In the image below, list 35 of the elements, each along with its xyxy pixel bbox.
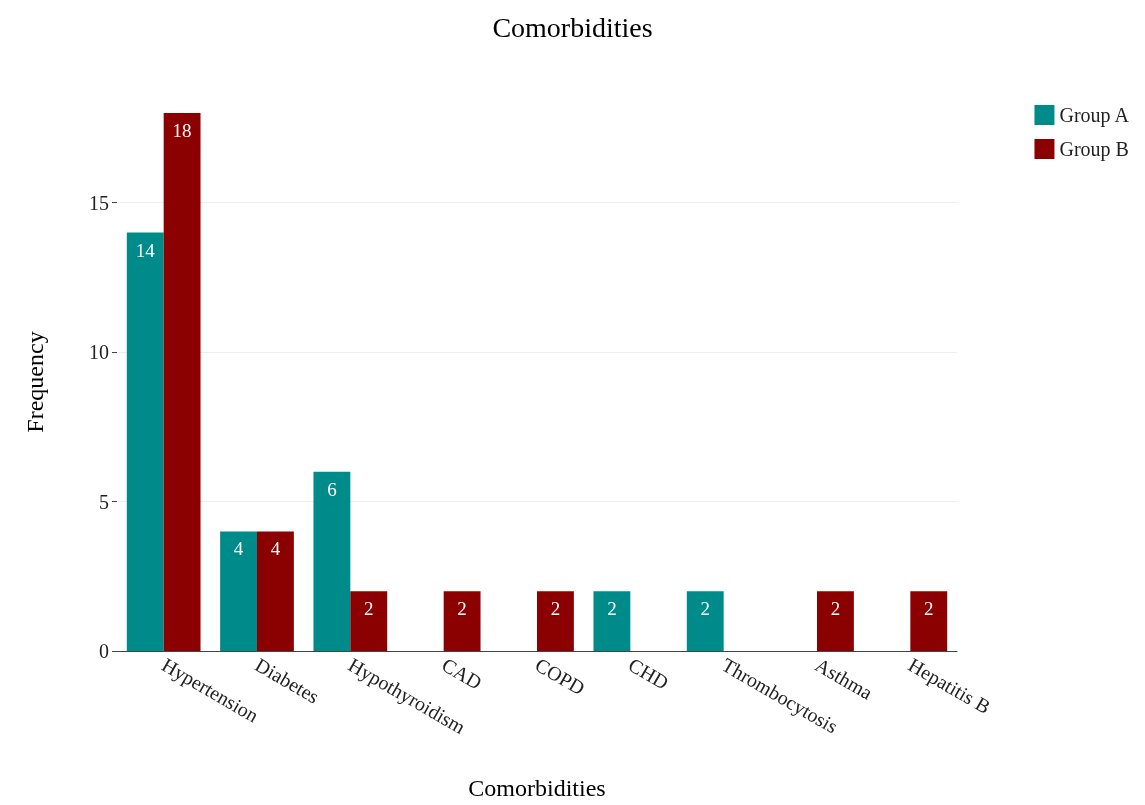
bar xyxy=(126,232,164,651)
data-label: 2 xyxy=(364,598,374,620)
data-label: 4 xyxy=(270,538,281,560)
bar xyxy=(257,531,294,651)
data-label: 14 xyxy=(135,239,156,261)
bar xyxy=(220,531,257,651)
y-tick-label: 5 xyxy=(99,490,109,513)
data-label: 2 xyxy=(607,598,617,620)
data-label: 2 xyxy=(830,598,841,620)
y-axis-title: Frequency xyxy=(22,331,48,433)
data-label: 6 xyxy=(327,478,337,500)
bar xyxy=(817,591,854,651)
bar xyxy=(443,591,481,651)
data-label: 2 xyxy=(924,598,934,620)
y-tick-label: 15 xyxy=(89,191,109,214)
bar xyxy=(593,591,631,651)
data-label: 2 xyxy=(700,598,710,620)
bar xyxy=(910,591,948,651)
y-tick-label: 10 xyxy=(89,341,109,364)
data-label: 2 xyxy=(550,598,561,620)
data-label: 4 xyxy=(233,538,244,560)
bar xyxy=(686,591,724,651)
y-tick-label: 0 xyxy=(99,640,109,662)
x-axis-title: Comorbidities xyxy=(468,775,606,801)
data-label: 2 xyxy=(457,598,467,620)
chart-title: Comorbidities xyxy=(492,11,653,43)
bar xyxy=(350,591,388,651)
legend-label: Group B xyxy=(1059,138,1129,161)
data-label: 18 xyxy=(172,120,192,141)
bar xyxy=(313,471,351,651)
legend-label: Group A xyxy=(1059,104,1130,127)
bar xyxy=(163,113,201,651)
x-tick-label: COPD xyxy=(531,653,589,700)
bar xyxy=(537,591,574,651)
x-tick-label: CHD xyxy=(624,653,673,694)
